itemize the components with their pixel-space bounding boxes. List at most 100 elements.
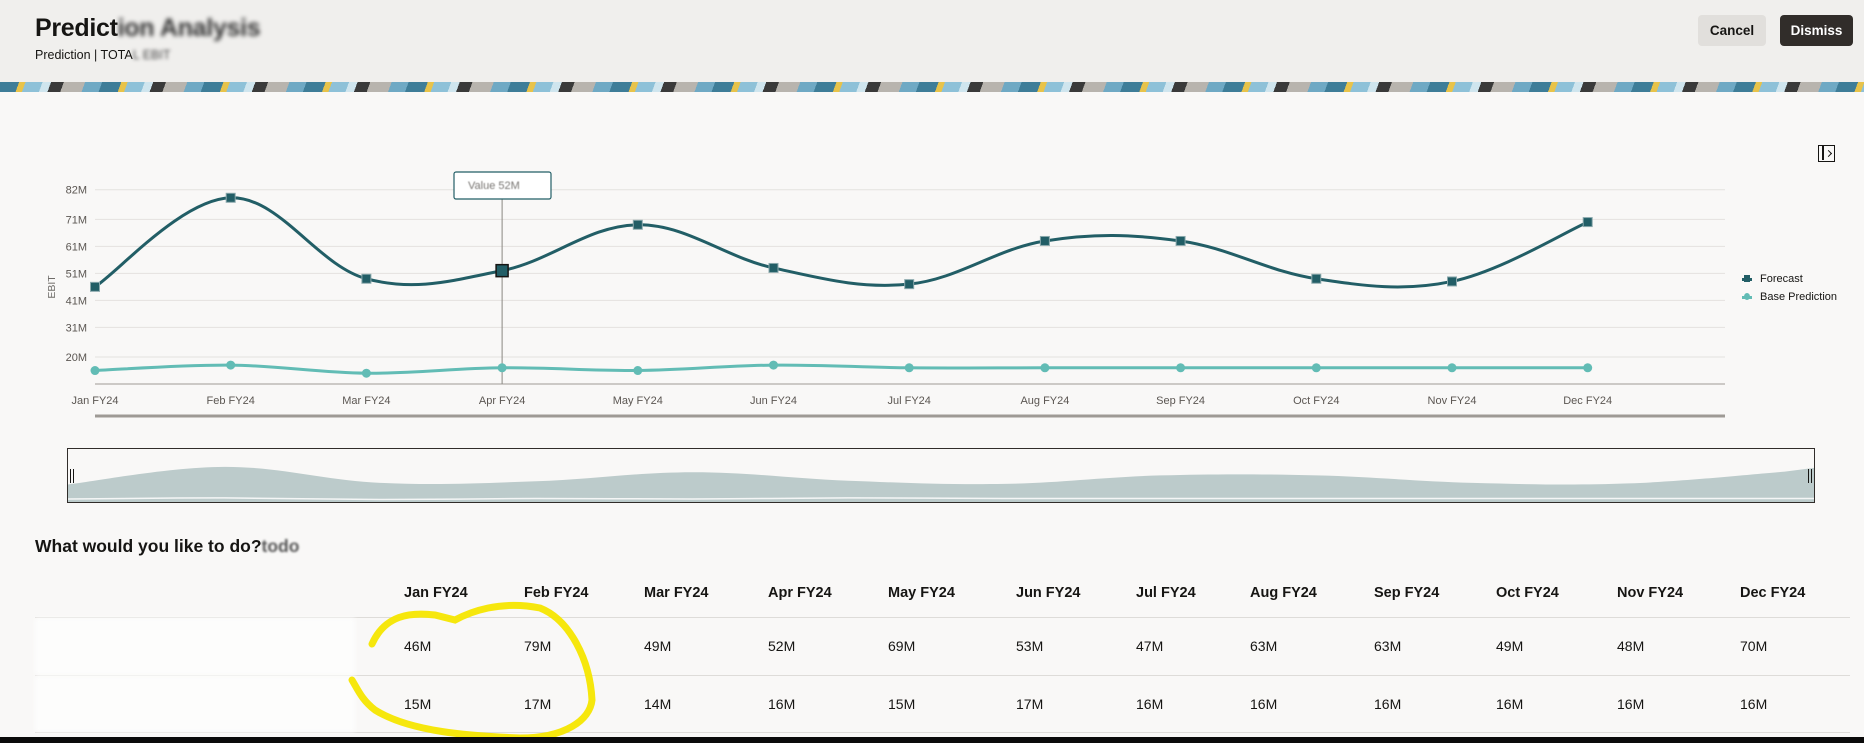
section-title-text: What would you like to do?	[35, 536, 262, 556]
base-prediction-point[interactable]	[1040, 363, 1050, 373]
decorative-banner	[0, 82, 1864, 92]
base-prediction-point[interactable]	[904, 363, 914, 373]
table-cell: 52M	[768, 638, 796, 654]
table-cell: 79M	[524, 638, 552, 654]
x-tick-label: Jan FY24	[71, 395, 118, 407]
forecast-point[interactable]	[1175, 235, 1186, 246]
table-cell: 16M	[1250, 696, 1278, 712]
section-title-obscured: todo	[261, 536, 300, 556]
series-forecast-line[interactable]	[94, 196, 1589, 289]
row-label-obscured	[35, 676, 355, 732]
y-tick-label: 20M	[66, 352, 87, 364]
table-cell: 69M	[888, 638, 916, 654]
dismiss-button[interactable]: Dismiss	[1780, 15, 1853, 46]
x-tick-label: Dec FY24	[1563, 395, 1612, 407]
column-header: Jun FY24	[1016, 585, 1081, 601]
base-prediction-point[interactable]	[90, 366, 100, 376]
base-prediction-circle-icon	[1742, 293, 1752, 300]
y-tick-label: 51M	[66, 268, 87, 280]
table-cell: 53M	[1016, 638, 1044, 654]
line-chart: 20M 31M 41M 51M 61M 71M 82M EBIT Jan FY24 Feb F…	[46, 171, 1725, 418]
series-base-prediction-line[interactable]	[94, 363, 1588, 375]
forecast-point[interactable]	[632, 219, 643, 230]
column-header: Feb FY24	[524, 585, 589, 601]
base-prediction-point[interactable]	[1311, 363, 1321, 373]
base-prediction-point[interactable]	[226, 360, 236, 370]
subtitle-text: Prediction | TOTA	[35, 48, 133, 62]
forecast-table: Jan FY24 Feb FY24 Mar FY24 Apr FY24 May FY24…	[35, 570, 1850, 733]
legend-item-base-prediction[interactable]: Base Prediction	[1742, 288, 1837, 306]
base-prediction-point[interactable]	[1176, 363, 1186, 373]
table-cell: 16M	[1617, 696, 1645, 712]
y-tick-label: 41M	[66, 295, 87, 307]
base-prediction-point[interactable]	[497, 363, 507, 373]
column-header: May FY24	[888, 585, 955, 601]
base-prediction-point[interactable]	[633, 366, 643, 376]
table-cell: 14M	[644, 696, 672, 712]
x-axis-ticks: Jan FY24 Feb FY24 Mar FY24 Apr FY24 May FY24…	[71, 395, 1612, 407]
table-cell: 16M	[1496, 696, 1524, 712]
chart-overview-navigator[interactable]	[67, 448, 1815, 503]
y-tick-label: 71M	[66, 214, 87, 226]
base-prediction-markers[interactable]	[90, 360, 1593, 378]
x-tick-label: Feb FY24	[207, 395, 255, 407]
forecast-point[interactable]	[1447, 276, 1457, 287]
column-header: Jul FY24	[1136, 585, 1196, 601]
column-header: Aug FY24	[1250, 585, 1317, 601]
base-prediction-point[interactable]	[361, 368, 371, 378]
legend-item-forecast[interactable]: Forecast	[1742, 270, 1837, 288]
base-prediction-point[interactable]	[1583, 363, 1593, 373]
table-cell: 49M	[1496, 638, 1524, 654]
page-title: Prediction Analysis	[35, 14, 261, 43]
column-header: Sep FY24	[1374, 585, 1440, 601]
chart-legend: Forecast Base Prediction	[1742, 270, 1837, 306]
chart-gridlines	[95, 189, 1725, 358]
table-cell: 17M	[524, 696, 552, 712]
dialog-header: Prediction Analysis Prediction | TOTAL E…	[0, 0, 1864, 82]
forecast-point[interactable]	[1311, 273, 1322, 284]
column-header: Dec FY24	[1740, 585, 1806, 601]
x-tick-label: Apr FY24	[479, 395, 525, 407]
overview-right-handle[interactable]	[1808, 469, 1812, 483]
column-header: Jan FY24	[404, 585, 468, 601]
forecast-point[interactable]	[904, 279, 915, 290]
x-tick-label: Sep FY24	[1156, 395, 1205, 407]
table-cell: 16M	[1374, 696, 1402, 712]
cancel-button[interactable]: Cancel	[1698, 15, 1766, 46]
table-cell: 16M	[1136, 696, 1164, 712]
forecast-point[interactable]	[361, 273, 372, 284]
base-prediction-point[interactable]	[1447, 363, 1457, 373]
bottom-edge	[0, 737, 1864, 743]
table-row: 46M 79M 49M 52M 69M 53M 47M 63M 63M 49M 48M 70M	[35, 618, 1850, 676]
base-prediction-point[interactable]	[769, 360, 778, 370]
table-cell: 47M	[1136, 638, 1164, 654]
overview-left-handle[interactable]	[70, 469, 74, 483]
table-cell: 70M	[1740, 638, 1768, 654]
table-cell: 15M	[888, 696, 916, 712]
x-tick-label: Aug FY24	[1020, 395, 1069, 407]
forecast-point[interactable]	[1039, 235, 1050, 246]
forecast-square-icon	[1742, 275, 1752, 282]
forecast-point[interactable]	[90, 281, 100, 292]
column-header: Nov FY24	[1617, 585, 1684, 601]
table-cell: 16M	[1740, 696, 1768, 712]
forecast-point[interactable]	[768, 262, 779, 273]
x-tick-label: Mar FY24	[342, 395, 390, 407]
x-tick-label: Jun FY24	[750, 395, 797, 407]
y-axis-ticks: 20M 31M 41M 51M 61M 71M 82M	[66, 185, 87, 364]
forecast-point[interactable]	[225, 192, 236, 203]
overview-base-line	[68, 497, 1814, 501]
panel-expand-icon[interactable]	[1818, 145, 1835, 162]
table-cell: 48M	[1617, 638, 1645, 654]
forecast-point[interactable]	[1582, 217, 1593, 228]
forecast-point[interactable]	[495, 263, 509, 278]
forecast-markers[interactable]	[90, 192, 1593, 292]
table-cell: 17M	[1016, 696, 1044, 712]
column-header: Oct FY24	[1496, 585, 1559, 601]
column-header: Mar FY24	[644, 585, 709, 601]
table-header-row: Jan FY24 Feb FY24 Mar FY24 Apr FY24 May FY24…	[35, 570, 1850, 618]
y-tick-label: 82M	[66, 185, 87, 197]
title-obscured-text: ion Analysis	[117, 14, 261, 42]
legend-label: Forecast	[1760, 273, 1803, 285]
x-tick-label: Oct FY24	[1293, 395, 1339, 407]
